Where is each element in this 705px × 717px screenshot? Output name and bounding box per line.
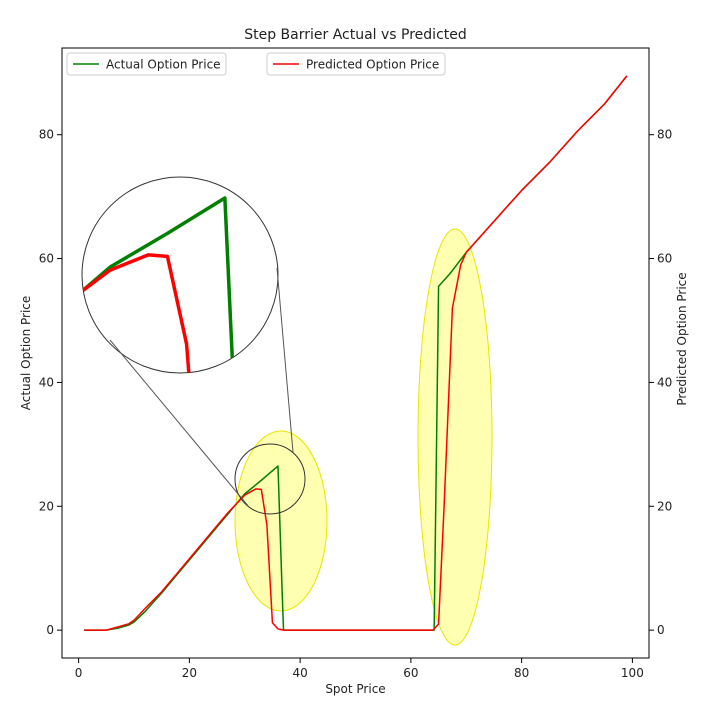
y-right-tick-label: 0 (657, 623, 665, 637)
y-left-tick-label: 80 (39, 128, 54, 142)
plot-frame (61, 47, 650, 659)
x-tick-label: 80 (514, 666, 529, 680)
x-tick-label: 100 (621, 666, 644, 680)
x-tick-label: 60 (403, 666, 418, 680)
legend-actual: Actual Option Price (66, 52, 227, 76)
legend-actual-box (66, 52, 227, 76)
series-layer (84, 75, 628, 631)
y-axis-right-ticks: 0 20 40 60 80 (649, 128, 672, 637)
legend-predicted-box (266, 52, 446, 76)
legend-actual-label: Actual Option Price (106, 58, 221, 72)
y-axis-left-label: Actual Option Price (19, 296, 33, 411)
zoom-connector-upper (276, 267, 294, 453)
zoom-connector-lower (109, 339, 250, 508)
y-right-tick-label: 60 (657, 252, 672, 266)
zoom-series-layer (82, 196, 246, 373)
y-left-tick-label: 0 (46, 623, 54, 637)
x-tick-label: 0 (75, 666, 83, 680)
y-right-tick-label: 80 (657, 128, 672, 142)
legend-predicted: Predicted Option Price (266, 52, 446, 76)
zoom-source-circle (234, 443, 306, 515)
zoom-circle (81, 176, 279, 374)
y-right-tick-label: 40 (657, 375, 672, 389)
series-line-predicted (84, 75, 628, 631)
y-axis-right-label: Predicted Option Price (675, 272, 689, 405)
highlight-regions (234, 228, 493, 646)
x-tick-label: 40 (292, 666, 307, 680)
zoom-series-line-predicted (82, 253, 245, 373)
highlight-ellipse-first-barrier (234, 430, 328, 612)
legend-predicted-label: Predicted Option Price (306, 58, 439, 72)
x-axis-label: Spot Price (325, 682, 385, 696)
x-axis-ticks: 0 20 40 60 80 100 (75, 658, 644, 680)
y-right-tick-label: 20 (657, 499, 672, 513)
zoom-inset (81, 176, 306, 515)
chart-title: Step Barrier Actual vs Predicted (244, 27, 467, 43)
y-left-tick-label: 60 (39, 252, 54, 266)
x-tick-label: 20 (182, 666, 197, 680)
y-left-tick-label: 40 (39, 375, 54, 389)
y-left-tick-label: 20 (39, 499, 54, 513)
highlight-ellipse-second-barrier (417, 228, 493, 646)
y-axis-left-ticks: 0 20 40 60 80 (39, 128, 62, 637)
